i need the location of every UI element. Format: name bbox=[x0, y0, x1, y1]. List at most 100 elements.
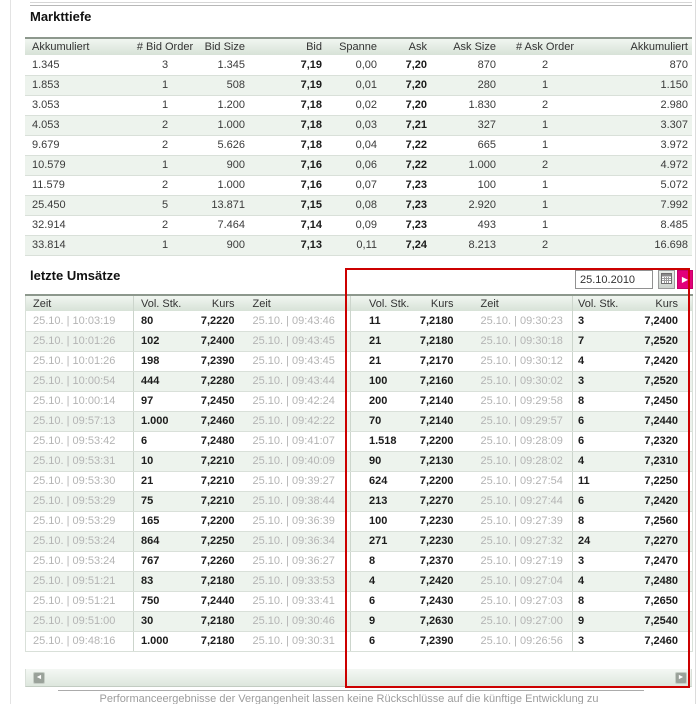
cell: 900 bbox=[195, 235, 250, 256]
cell: 1.000 bbox=[432, 155, 500, 176]
cell: 1 bbox=[500, 215, 590, 236]
cell: 7,2650 bbox=[612, 591, 693, 612]
cell: 7,2480 bbox=[175, 431, 238, 452]
cell: 10.579 bbox=[25, 155, 135, 176]
scroll-left-button[interactable]: ◄ bbox=[33, 672, 45, 684]
date-submit-button[interactable]: ▶ bbox=[677, 270, 693, 289]
cell: 25.10. | 09:30:18 bbox=[465, 331, 573, 352]
cell: 16.698 bbox=[590, 235, 692, 256]
cell: 0,11 bbox=[327, 235, 380, 256]
cell: 1.000 bbox=[133, 631, 176, 652]
cell: 9.679 bbox=[25, 135, 135, 156]
cell: 1.000 bbox=[133, 411, 176, 432]
table-row: 25.10. | 09:51:21 750 7,2440 25.10. | 09:33… bbox=[25, 591, 693, 612]
cell: 7,2200 bbox=[175, 511, 238, 532]
cell: 0,09 bbox=[327, 215, 380, 236]
cell: 7,2260 bbox=[175, 551, 238, 572]
table-row: 4.053 2 1.000 7,18 0,03 7,21 327 1 3.307 bbox=[25, 115, 692, 136]
table-row: 25.10. | 09:53:42 6 7,2480 25.10. | 09:41:0… bbox=[25, 431, 693, 452]
cell: 7,14 bbox=[250, 215, 327, 236]
cell: 7,19 bbox=[250, 55, 327, 76]
cell: 508 bbox=[195, 75, 250, 96]
markttiefe-table-body: 1.345 3 1.345 7,19 0,00 7,20 870 2 870 1.853 1 508 7… bbox=[25, 55, 692, 256]
cell: 5 bbox=[135, 195, 195, 216]
cell: 3.307 bbox=[590, 115, 692, 136]
table-row: 25.10. | 09:51:21 83 7,2180 25.10. | 09:33:… bbox=[25, 571, 693, 592]
table-row: 25.10. | 09:53:31 10 7,2210 25.10. | 09:40:… bbox=[25, 451, 693, 472]
column-header: Bid bbox=[250, 37, 327, 55]
cell: 1.830 bbox=[432, 95, 500, 116]
cell: 3.053 bbox=[25, 95, 135, 116]
arrow-left-icon: ◄ bbox=[35, 674, 43, 681]
cell: 7,18 bbox=[250, 115, 327, 136]
cell: 7.464 bbox=[195, 215, 250, 236]
horizontal-scrollbar[interactable]: ◄ ► bbox=[25, 669, 692, 687]
calendar-icon bbox=[661, 272, 672, 287]
cell: 25.10. | 09:42:24 bbox=[237, 391, 351, 412]
cell: 1 bbox=[135, 235, 195, 256]
table-row: 25.10. | 09:53:29 75 7,2210 25.10. | 09:38:… bbox=[25, 491, 693, 512]
column-header: Bid Size bbox=[195, 37, 250, 55]
cell: 7,2250 bbox=[612, 471, 693, 492]
cell: 25.10. | 09:29:57 bbox=[465, 411, 573, 432]
cell: 7,2220 bbox=[175, 311, 238, 332]
cell: 2 bbox=[135, 115, 195, 136]
cell: 900 bbox=[195, 155, 250, 176]
cell: 25.10. | 09:28:02 bbox=[465, 451, 573, 472]
table-row: 9.679 2 5.626 7,18 0,04 7,22 665 1 3.972 bbox=[25, 135, 692, 156]
cell: 2 bbox=[500, 155, 590, 176]
calendar-button[interactable] bbox=[658, 270, 675, 289]
table-row: 25.10. | 10:01:26 198 7,2390 25.10. | 09:43… bbox=[25, 351, 693, 372]
cell: 25.10. | 09:39:27 bbox=[237, 471, 351, 492]
cell: 7,2200 bbox=[395, 471, 466, 492]
cell: 7,2320 bbox=[612, 431, 693, 452]
table-row: 25.10. | 10:00:14 97 7,2450 25.10. | 09:42:… bbox=[25, 391, 693, 412]
cell: 1 bbox=[500, 195, 590, 216]
markttiefe-title: Markttiefe bbox=[30, 9, 92, 24]
cell: 7,2270 bbox=[612, 531, 693, 552]
cell: 25.10. | 09:43:45 bbox=[237, 351, 351, 372]
cell: 0,02 bbox=[327, 95, 380, 116]
umsaetze-table-body: 25.10. | 10:03:19 80 7,2220 25.10. | 09:43:… bbox=[25, 311, 693, 652]
cell: 25.10. | 09:36:27 bbox=[237, 551, 351, 572]
cell: 25.10. | 10:00:54 bbox=[25, 371, 134, 392]
cell: 70 bbox=[350, 411, 396, 432]
table-row: 25.450 5 13.871 7,15 0,08 7,23 2.920 1 7.992 bbox=[25, 195, 692, 216]
cell: 25.10. | 09:53:24 bbox=[25, 551, 134, 572]
cell: 25.10. | 09:30:46 bbox=[237, 611, 351, 632]
cell: 6 bbox=[572, 491, 613, 512]
cell: 33.814 bbox=[25, 235, 135, 256]
cell: 7,18 bbox=[250, 135, 327, 156]
cell: 100 bbox=[432, 175, 500, 196]
column-header: Vol. Stk. bbox=[350, 294, 409, 311]
cell: 83 bbox=[133, 571, 176, 592]
cell: 7,2160 bbox=[395, 371, 466, 392]
cell: 8 bbox=[350, 551, 396, 572]
cell: 25.10. | 09:43:46 bbox=[237, 311, 351, 332]
cell: 9 bbox=[350, 611, 396, 632]
cell: 25.10. | 09:53:24 bbox=[25, 531, 134, 552]
cell: 2.920 bbox=[432, 195, 500, 216]
cell: 1 bbox=[135, 75, 195, 96]
umsaetze-table: Zeit Vol. Stk. Kurs Zeit Vol. Stk. Kurs Zeit Vo… bbox=[25, 294, 693, 652]
cell: 25.10. | 09:28:09 bbox=[465, 431, 573, 452]
cell: 7,2370 bbox=[395, 551, 466, 572]
cell: 2 bbox=[500, 235, 590, 256]
table-row: 25.10. | 09:51:00 30 7,2180 25.10. | 09:30:… bbox=[25, 611, 693, 632]
cell: 6 bbox=[572, 411, 613, 432]
cell: 8 bbox=[572, 511, 613, 532]
cell: 8 bbox=[572, 391, 613, 412]
cell: 2 bbox=[135, 215, 195, 236]
date-input[interactable] bbox=[575, 270, 653, 289]
cell: 25.10. | 09:53:31 bbox=[25, 451, 134, 472]
cell: 7,2180 bbox=[175, 571, 238, 592]
cell: 864 bbox=[133, 531, 176, 552]
cell: 7,2450 bbox=[612, 391, 693, 412]
header-row: Zeit Vol. Stk. Kurs Zeit Vol. Stk. Kurs Zeit Vo… bbox=[25, 294, 693, 311]
arrow-right-icon: ► bbox=[677, 674, 685, 681]
scroll-right-button[interactable]: ► bbox=[675, 672, 687, 684]
cell: 1.345 bbox=[195, 55, 250, 76]
cell: 7,22 bbox=[380, 135, 432, 156]
cell: 25.10. | 10:01:26 bbox=[25, 351, 134, 372]
column-header: Ask bbox=[380, 37, 432, 55]
